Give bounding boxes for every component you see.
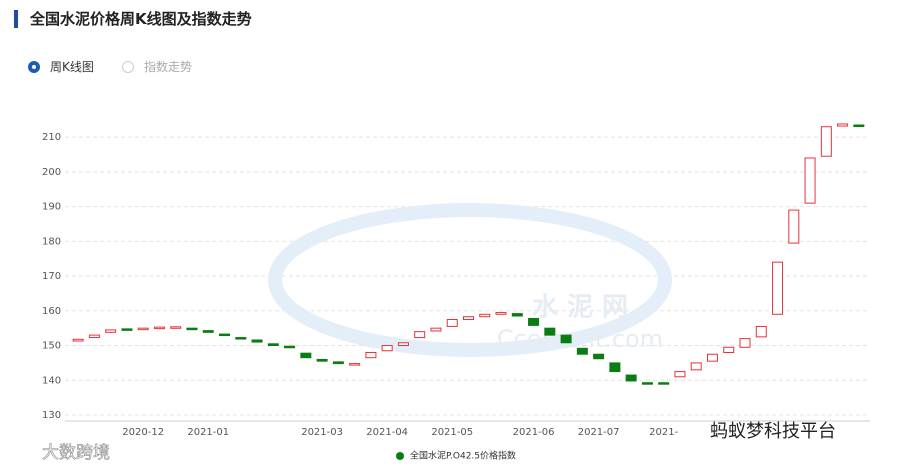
candle	[641, 382, 653, 385]
candle	[576, 347, 588, 355]
candle	[739, 338, 751, 348]
candle	[414, 331, 426, 339]
candle	[365, 351, 377, 359]
tab-label: 周K线图	[50, 60, 94, 74]
tab-label: 指数走势	[144, 60, 193, 74]
x-tick-label: 2021-05	[431, 427, 473, 438]
watermark: 大数跨境	[42, 443, 110, 463]
candle	[446, 318, 458, 327]
candle	[560, 334, 572, 344]
candle	[755, 325, 767, 338]
candle	[219, 333, 231, 337]
candle	[690, 362, 702, 371]
candle	[349, 363, 361, 366]
candle	[105, 329, 117, 333]
candle	[153, 326, 165, 330]
candle	[495, 312, 507, 315]
candle	[772, 261, 784, 315]
page-title: 全国水泥价格周K线图及指数走势	[14, 10, 252, 28]
tab[interactable]: 周K线图	[28, 58, 94, 75]
candle	[544, 327, 556, 336]
x-tick-label: 2020-12	[122, 427, 164, 438]
candle	[397, 342, 409, 347]
candle	[121, 328, 133, 331]
legend-label[interactable]: 全国水泥P.O42.5价格指数	[410, 450, 516, 462]
candle	[674, 371, 686, 378]
y-tick-label: 210	[42, 132, 61, 143]
y-tick-label: 200	[42, 167, 61, 178]
candle	[804, 157, 816, 204]
watermark: 水 泥 网	[532, 293, 628, 323]
candle	[463, 316, 474, 320]
candle	[706, 353, 718, 362]
y-tick-label: 140	[42, 375, 61, 386]
candle	[658, 382, 670, 385]
candle	[186, 327, 198, 331]
candle	[332, 361, 344, 365]
candle	[284, 345, 296, 349]
candle	[88, 334, 100, 339]
candle	[251, 339, 263, 343]
tab[interactable]: 指数走势	[122, 58, 192, 75]
candle	[837, 123, 849, 127]
x-tick-label: 2021-01	[187, 427, 229, 438]
candle	[593, 353, 605, 360]
watermark: 蚂蚁梦科技平台	[710, 421, 836, 442]
candle	[788, 209, 800, 244]
candle	[430, 327, 442, 332]
y-tick-label: 170	[42, 271, 61, 282]
legend-marker	[396, 452, 404, 460]
x-tick-label: 2021-07	[578, 427, 620, 438]
candle	[72, 338, 84, 342]
y-tick-label: 190	[42, 202, 61, 213]
watermark-logo	[268, 203, 672, 357]
candle	[137, 327, 149, 331]
candle	[479, 313, 491, 318]
candle	[300, 352, 312, 359]
y-tick-label: 180	[42, 236, 61, 247]
candle	[723, 346, 735, 353]
candle	[853, 124, 865, 127]
candle	[609, 362, 621, 373]
x-tick-label: 2021-04	[366, 427, 408, 438]
candle	[625, 374, 637, 382]
y-tick-label: 130	[42, 410, 61, 421]
y-tick-label: 150	[42, 341, 61, 352]
candle	[316, 358, 328, 362]
x-tick-label: 2021-	[649, 427, 678, 438]
candle	[235, 337, 247, 340]
x-tick-label: 2021-06	[513, 427, 555, 438]
y-tick-label: 160	[42, 306, 61, 317]
candle	[267, 343, 279, 347]
candle	[511, 313, 523, 317]
x-tick-label: 2021-03	[301, 427, 343, 438]
candle	[820, 126, 832, 157]
candle	[170, 326, 182, 329]
candle	[381, 345, 393, 352]
candle	[202, 330, 214, 333]
candle	[528, 317, 540, 326]
